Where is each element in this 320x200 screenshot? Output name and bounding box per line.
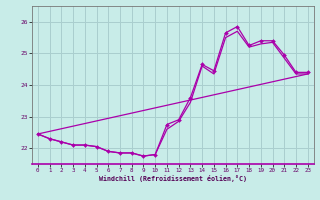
X-axis label: Windchill (Refroidissement éolien,°C): Windchill (Refroidissement éolien,°C) [99,175,247,182]
